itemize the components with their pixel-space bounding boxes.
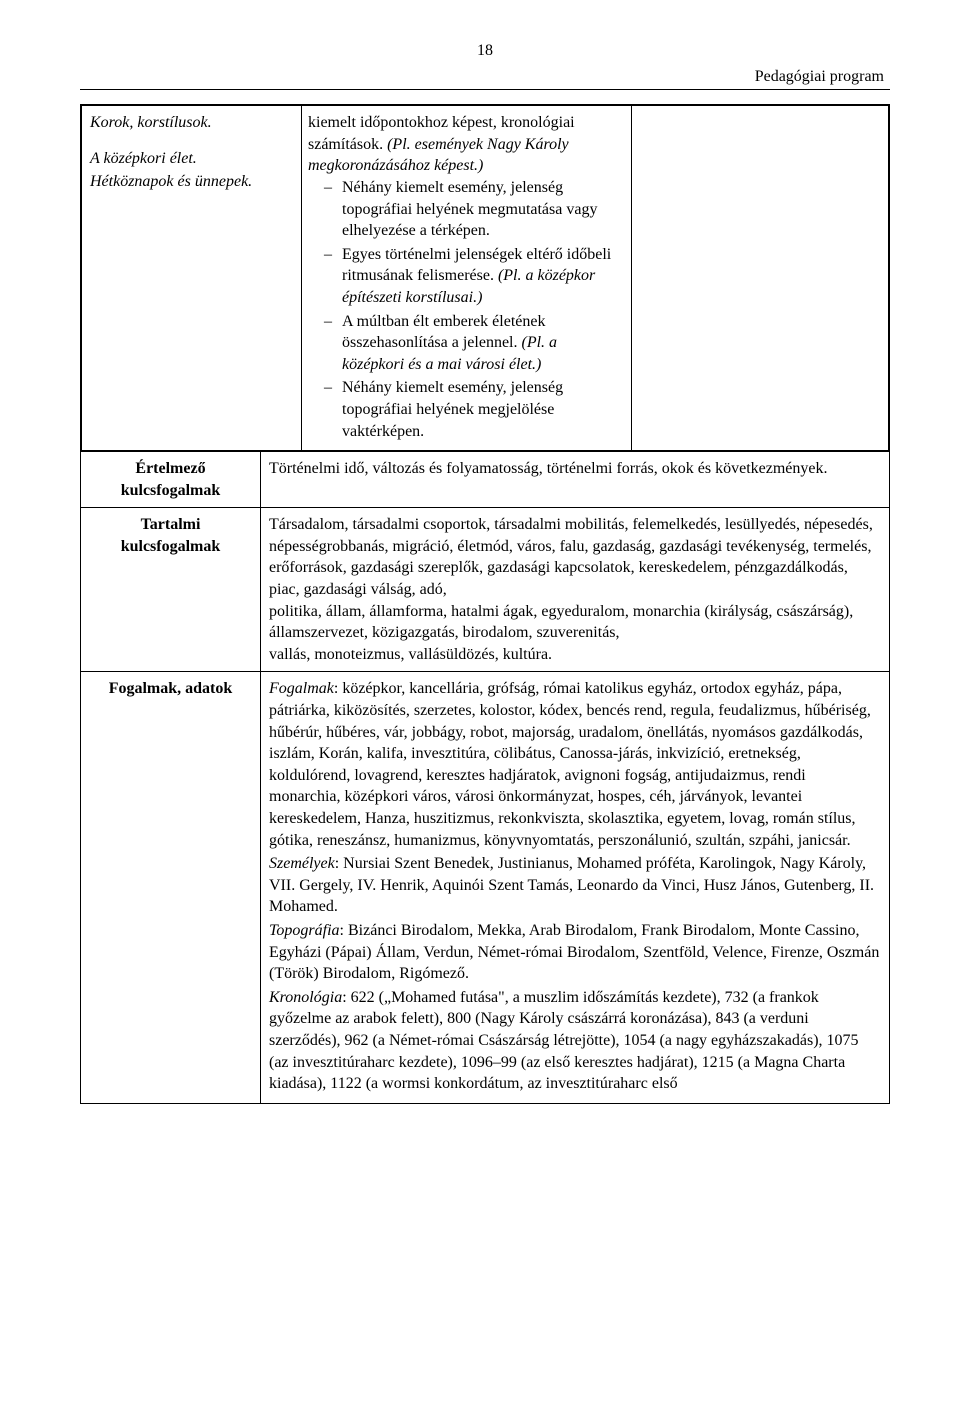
fogalmak-label: Fogalmak [269, 680, 334, 697]
row0-right-empty-cell [632, 106, 889, 451]
topografia-text: : Bizánci Birodalom, Mekka, Arab Birodal… [269, 922, 879, 982]
fogalmak-text: : középkor, kancellária, grófság, római … [269, 680, 871, 848]
table-row: Értelmező kulcsfogalmak Történelmi idő, … [81, 452, 890, 508]
list-item: A múltban élt emberek életének összehaso… [342, 311, 621, 376]
row0-left-line2: A középkori élet. [90, 148, 293, 170]
row2-label-line2: kulcsfogalmak [121, 538, 221, 555]
row1-label-line2: kulcsfogalmak [121, 482, 221, 499]
page-number: 18 [80, 40, 890, 62]
row0-left-cell: Korok, korstílusok. A középkori élet. Hé… [82, 106, 302, 451]
row0-left-line3: Hétköznapok és ünnepek. [90, 171, 293, 193]
topografia-label: Topográfia [269, 922, 340, 939]
bullet-text: Egyes történelmi jelenségek eltérő időbe… [342, 246, 611, 306]
page: 18 Pedagógiai program Korok, korstílusok… [0, 0, 960, 1144]
row3-label: Fogalmak, adatok [109, 680, 233, 697]
row2-body-text: Társadalom, társadalmi csoportok, társad… [269, 516, 877, 663]
header-title: Pedagógiai program [80, 66, 890, 88]
kronologia-label: Kronológia [269, 989, 342, 1006]
list-item: Egyes történelmi jelenségek eltérő időbe… [342, 244, 621, 309]
bullet-text: Néhány kiemelt esemény, jelenség topográ… [342, 379, 563, 439]
row1-label-cell: Értelmező kulcsfogalmak [81, 452, 261, 508]
row3-body-cell: Fogalmak: középkor, kancellária, grófság… [261, 672, 890, 1103]
row1-label-line1: Értelmező [135, 460, 205, 477]
row2-label-line1: Tartalmi [141, 516, 201, 533]
table-row: Korok, korstílusok. A középkori élet. Hé… [81, 105, 890, 452]
row1-body-cell: Történelmi idő, változás és folyamatossá… [261, 452, 890, 508]
row0-left-line1: Korok, korstílusok. [90, 112, 293, 134]
main-table: Korok, korstílusok. A középkori élet. Hé… [80, 104, 890, 1104]
row2-body-cell: Társadalom, társadalmi csoportok, társad… [261, 508, 890, 672]
row2-label-cell: Tartalmi kulcsfogalmak [81, 508, 261, 672]
header-rule [80, 89, 890, 90]
bullet-text: A múltban élt emberek életének összehaso… [342, 313, 557, 373]
row3-label-cell: Fogalmak, adatok [81, 672, 261, 1103]
szemelyek-label: Személyek [269, 855, 335, 872]
row0-lead-text: kiemelt időpontokhoz képest, kronológiai… [308, 114, 575, 174]
table-row: Fogalmak, adatok Fogalmak: középkor, kan… [81, 672, 890, 1103]
list-item: Néhány kiemelt esemény, jelenség topográ… [342, 377, 621, 442]
table-row: Tartalmi kulcsfogalmak Társadalom, társa… [81, 508, 890, 672]
szemelyek-text: : Nursiai Szent Benedek, Justinianus, Mo… [269, 855, 874, 915]
row0-middle-cell: kiemelt időpontokhoz képest, kronológiai… [302, 106, 632, 451]
list-item: Néhány kiemelt esemény, jelenség topográ… [342, 177, 621, 242]
bullet-text: Néhány kiemelt esemény, jelenség topográ… [342, 179, 597, 239]
row1-body-text: Történelmi idő, változás és folyamatossá… [269, 460, 828, 477]
kronologia-text: : 622 („Mohamed futása", a muszlim idősz… [269, 989, 859, 1092]
